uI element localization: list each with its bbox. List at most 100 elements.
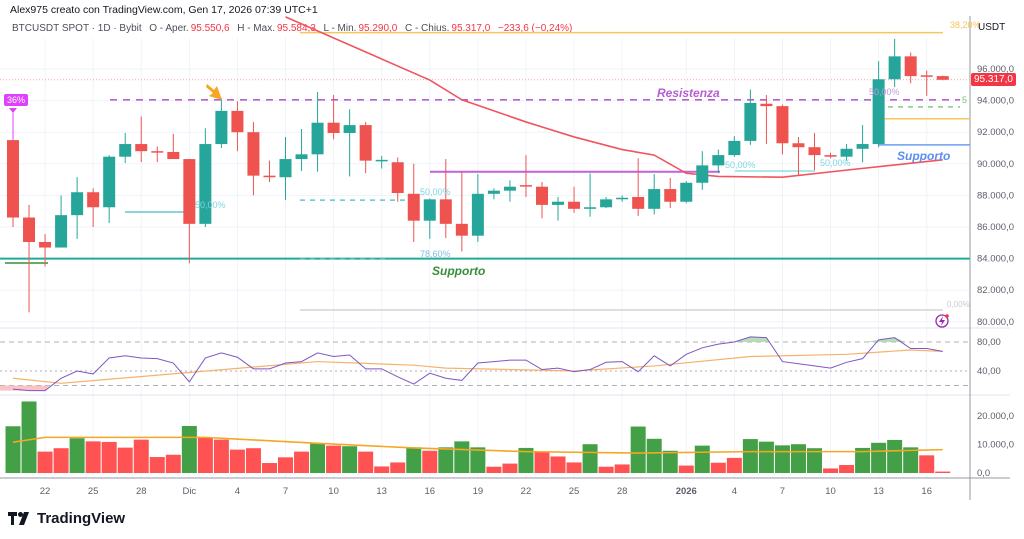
date-axis-label: 7: [780, 486, 785, 497]
candle-body: [616, 197, 629, 200]
volume-bar: [774, 445, 790, 473]
candle: [888, 38, 901, 88]
brand-name: TradingView: [37, 510, 126, 527]
candle: [872, 61, 885, 148]
price-axis-label: 96.000,0: [977, 64, 1014, 75]
volume-bar: [566, 462, 582, 473]
candle: [263, 160, 276, 182]
volume-ma-line: [12, 436, 943, 454]
candle-body: [632, 196, 645, 209]
volume-bar: [758, 441, 774, 473]
candle: [760, 95, 773, 145]
volume-bar: [358, 451, 374, 473]
volume-bar: [53, 448, 69, 473]
candle-body: [199, 144, 212, 224]
volume-bar: [21, 401, 37, 473]
candle-body: [295, 154, 308, 160]
candle-body: [856, 144, 869, 149]
low-label: L - Min.: [323, 23, 357, 34]
current-price-tag: 95.317,0: [971, 73, 1016, 86]
candle-body: [263, 175, 276, 178]
date-axis-label: Dic: [182, 486, 196, 497]
volume-bar: [438, 447, 454, 473]
candle: [920, 70, 933, 96]
candle-body: [760, 103, 773, 107]
volume-bar: [790, 444, 806, 473]
volume-bar: [406, 447, 422, 473]
candle: [87, 188, 100, 227]
symbol-name[interactable]: BTCUSDT SPOT · 1D · Bybit: [12, 23, 142, 34]
fib-cut-label: 5: [962, 95, 967, 105]
candle: [183, 159, 196, 264]
candle-body: [744, 102, 757, 141]
candle-body: [327, 122, 340, 133]
candle: [39, 234, 52, 267]
volume-bar: [887, 439, 903, 473]
candle: [904, 52, 917, 84]
price-axis-label: 90.000,0: [977, 159, 1014, 170]
date-axis-label: 16: [921, 486, 932, 497]
rsi-oversold-fill: [0, 385, 50, 391]
candle-body: [151, 151, 164, 153]
candle: [215, 98, 228, 148]
open-value: 95.550,6: [190, 23, 230, 34]
support-label: Supporto: [432, 264, 485, 278]
candle-body: [712, 155, 725, 166]
candle-body: [247, 132, 260, 176]
volume-bar: [326, 445, 342, 473]
candle-body: [87, 192, 100, 208]
candle-body: [824, 155, 837, 157]
volume-bar: [470, 447, 486, 473]
volume-bar: [598, 466, 614, 473]
candle-body: [135, 144, 148, 152]
date-axis-label: 4: [732, 486, 737, 497]
candle: [247, 121, 260, 196]
date-axis-label: 10: [825, 486, 836, 497]
alert-dot: [945, 314, 949, 318]
fib-50-label: 50,00%: [420, 187, 451, 197]
candle-body: [311, 122, 324, 155]
candle: [856, 125, 869, 163]
volume-bar: [454, 441, 470, 473]
candle: [936, 75, 949, 81]
fib-50-label: 50,00%: [820, 158, 851, 168]
candle-body: [279, 159, 292, 178]
volume-bar: [871, 442, 887, 473]
volume-bar: [694, 445, 710, 473]
volume-bar: [245, 448, 261, 473]
volume-bar: [742, 439, 758, 473]
candle: [712, 149, 725, 174]
fib-50-label: 50,00%: [195, 200, 226, 210]
candle: [311, 91, 324, 172]
fib-786-label: 78,60%: [420, 249, 451, 259]
candle-body: [167, 151, 180, 160]
candle: [824, 152, 837, 159]
candle: [840, 144, 853, 161]
volume-bar: [582, 444, 598, 473]
volume-bar: [662, 450, 678, 473]
candle-body: [455, 223, 468, 236]
volume-bar: [855, 447, 871, 473]
candle-body: [872, 79, 885, 145]
volume-bar: [69, 438, 85, 473]
candle-body: [7, 140, 19, 218]
date-axis-label: 22: [40, 486, 51, 497]
candle: [231, 101, 244, 152]
volume-bar: [133, 439, 149, 473]
candle-body: [535, 186, 548, 205]
candle-body: [391, 162, 404, 194]
chart-credit: Alex975 creato con TradingView.com, Gen …: [10, 4, 318, 16]
candle-body: [39, 242, 52, 248]
candle-body: [728, 140, 741, 156]
rsi-line: [12, 336, 943, 392]
candle: [391, 157, 404, 202]
lightning-icon[interactable]: [935, 314, 949, 328]
candle: [696, 151, 709, 190]
candle: [151, 146, 164, 163]
date-axis-label: 28: [136, 486, 147, 497]
candle: [439, 159, 452, 239]
candle-body: [680, 182, 693, 202]
volume-bar: [807, 448, 822, 473]
volume-bar: [502, 463, 518, 473]
